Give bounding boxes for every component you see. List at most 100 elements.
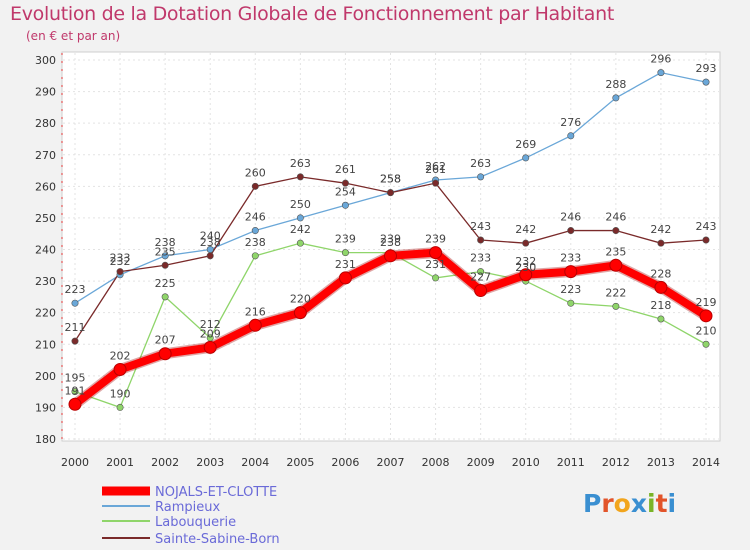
data-label: 231 <box>425 258 446 271</box>
data-point <box>203 340 217 354</box>
data-label: 250 <box>290 198 311 211</box>
data-point <box>386 189 394 197</box>
data-label: 246 <box>560 211 581 224</box>
data-point <box>251 252 259 260</box>
data-label: 191 <box>65 384 86 397</box>
data-label: 242 <box>515 223 536 236</box>
data-label: 228 <box>650 267 671 280</box>
data-label: 246 <box>605 211 626 224</box>
logo-letter: t <box>655 489 668 518</box>
plot-background <box>61 51 721 442</box>
data-point <box>477 268 485 276</box>
data-point <box>474 284 488 298</box>
data-label: 242 <box>290 223 311 236</box>
data-point <box>71 388 79 396</box>
data-point <box>161 261 169 269</box>
data-label: 269 <box>515 138 536 151</box>
data-label: 222 <box>605 286 626 299</box>
data-point <box>432 179 440 187</box>
logo-letter: i <box>647 489 656 518</box>
y-tick-label: 200 <box>35 370 56 383</box>
y-tick-label: 270 <box>35 149 56 162</box>
x-tick-label: 2011 <box>557 456 585 469</box>
data-point <box>702 340 710 348</box>
y-tick-label: 190 <box>35 401 56 414</box>
data-point <box>522 154 530 162</box>
data-label: 227 <box>470 271 491 284</box>
x-tick-label: 2012 <box>602 456 630 469</box>
data-label: 219 <box>696 296 717 309</box>
data-label: 202 <box>110 350 131 363</box>
data-label: 230 <box>515 261 536 274</box>
data-label: 211 <box>65 321 86 334</box>
y-tick-label: 300 <box>35 54 56 67</box>
data-point <box>293 306 307 320</box>
legend-label-3: Sainte-Sabine-Born <box>155 532 280 547</box>
data-point <box>699 309 713 323</box>
data-label: 232 <box>515 255 536 268</box>
y-tick-label: 210 <box>35 338 56 351</box>
data-label: 288 <box>605 78 626 91</box>
data-point <box>429 246 443 260</box>
data-point <box>341 201 349 209</box>
data-point <box>612 94 620 102</box>
data-label: 238 <box>245 236 266 249</box>
x-tick-label: 2009 <box>467 456 495 469</box>
grid-lines <box>61 53 719 440</box>
data-label: 242 <box>650 223 671 236</box>
data-point <box>612 302 620 310</box>
data-point <box>609 258 623 272</box>
data-point <box>564 265 578 279</box>
data-label: 223 <box>560 283 581 296</box>
data-label: 232 <box>110 255 131 268</box>
data-label: 231 <box>335 258 356 271</box>
data-point <box>251 182 259 190</box>
data-label: 239 <box>380 233 401 246</box>
data-point <box>116 403 124 411</box>
data-point <box>296 239 304 247</box>
data-point <box>657 69 665 77</box>
data-label: 233 <box>470 252 491 265</box>
data-label: 296 <box>650 53 671 66</box>
y-tick-label: 240 <box>35 244 56 257</box>
data-point <box>161 252 169 260</box>
data-label: 235 <box>605 245 626 258</box>
data-label: 207 <box>155 334 176 347</box>
y-tick-label: 290 <box>35 86 56 99</box>
x-tick-label: 2001 <box>106 456 134 469</box>
data-label: 261 <box>425 163 446 176</box>
data-label: 258 <box>380 173 401 186</box>
data-label: 233 <box>560 252 581 265</box>
data-label: 239 <box>335 233 356 246</box>
x-tick-label: 2005 <box>286 456 314 469</box>
x-tick-label: 2013 <box>647 456 675 469</box>
logo-letter: o <box>613 489 631 518</box>
data-point <box>567 132 575 140</box>
logo-letter: r <box>601 489 614 518</box>
legend-label-1: Rampieux <box>155 500 220 515</box>
x-tick-label: 2003 <box>196 456 224 469</box>
data-point <box>612 227 620 235</box>
data-point <box>702 78 710 86</box>
data-label: 235 <box>155 245 176 258</box>
x-tick-label: 2007 <box>377 456 405 469</box>
data-point <box>477 236 485 244</box>
data-label: 261 <box>335 163 356 176</box>
data-label: 246 <box>245 211 266 224</box>
x-tick-label: 2002 <box>151 456 179 469</box>
data-point <box>296 214 304 222</box>
data-label: 210 <box>696 324 717 337</box>
y-tick-label: 180 <box>35 433 56 446</box>
y-tick-label: 260 <box>35 180 56 193</box>
data-label: 293 <box>696 62 717 75</box>
data-label: 238 <box>155 236 176 249</box>
y-tick-label: 280 <box>35 117 56 130</box>
data-point <box>71 299 79 307</box>
data-label: 239 <box>425 233 446 246</box>
data-point <box>657 315 665 323</box>
legend-label-2: Labouquerie <box>155 515 236 530</box>
data-point <box>116 268 124 276</box>
